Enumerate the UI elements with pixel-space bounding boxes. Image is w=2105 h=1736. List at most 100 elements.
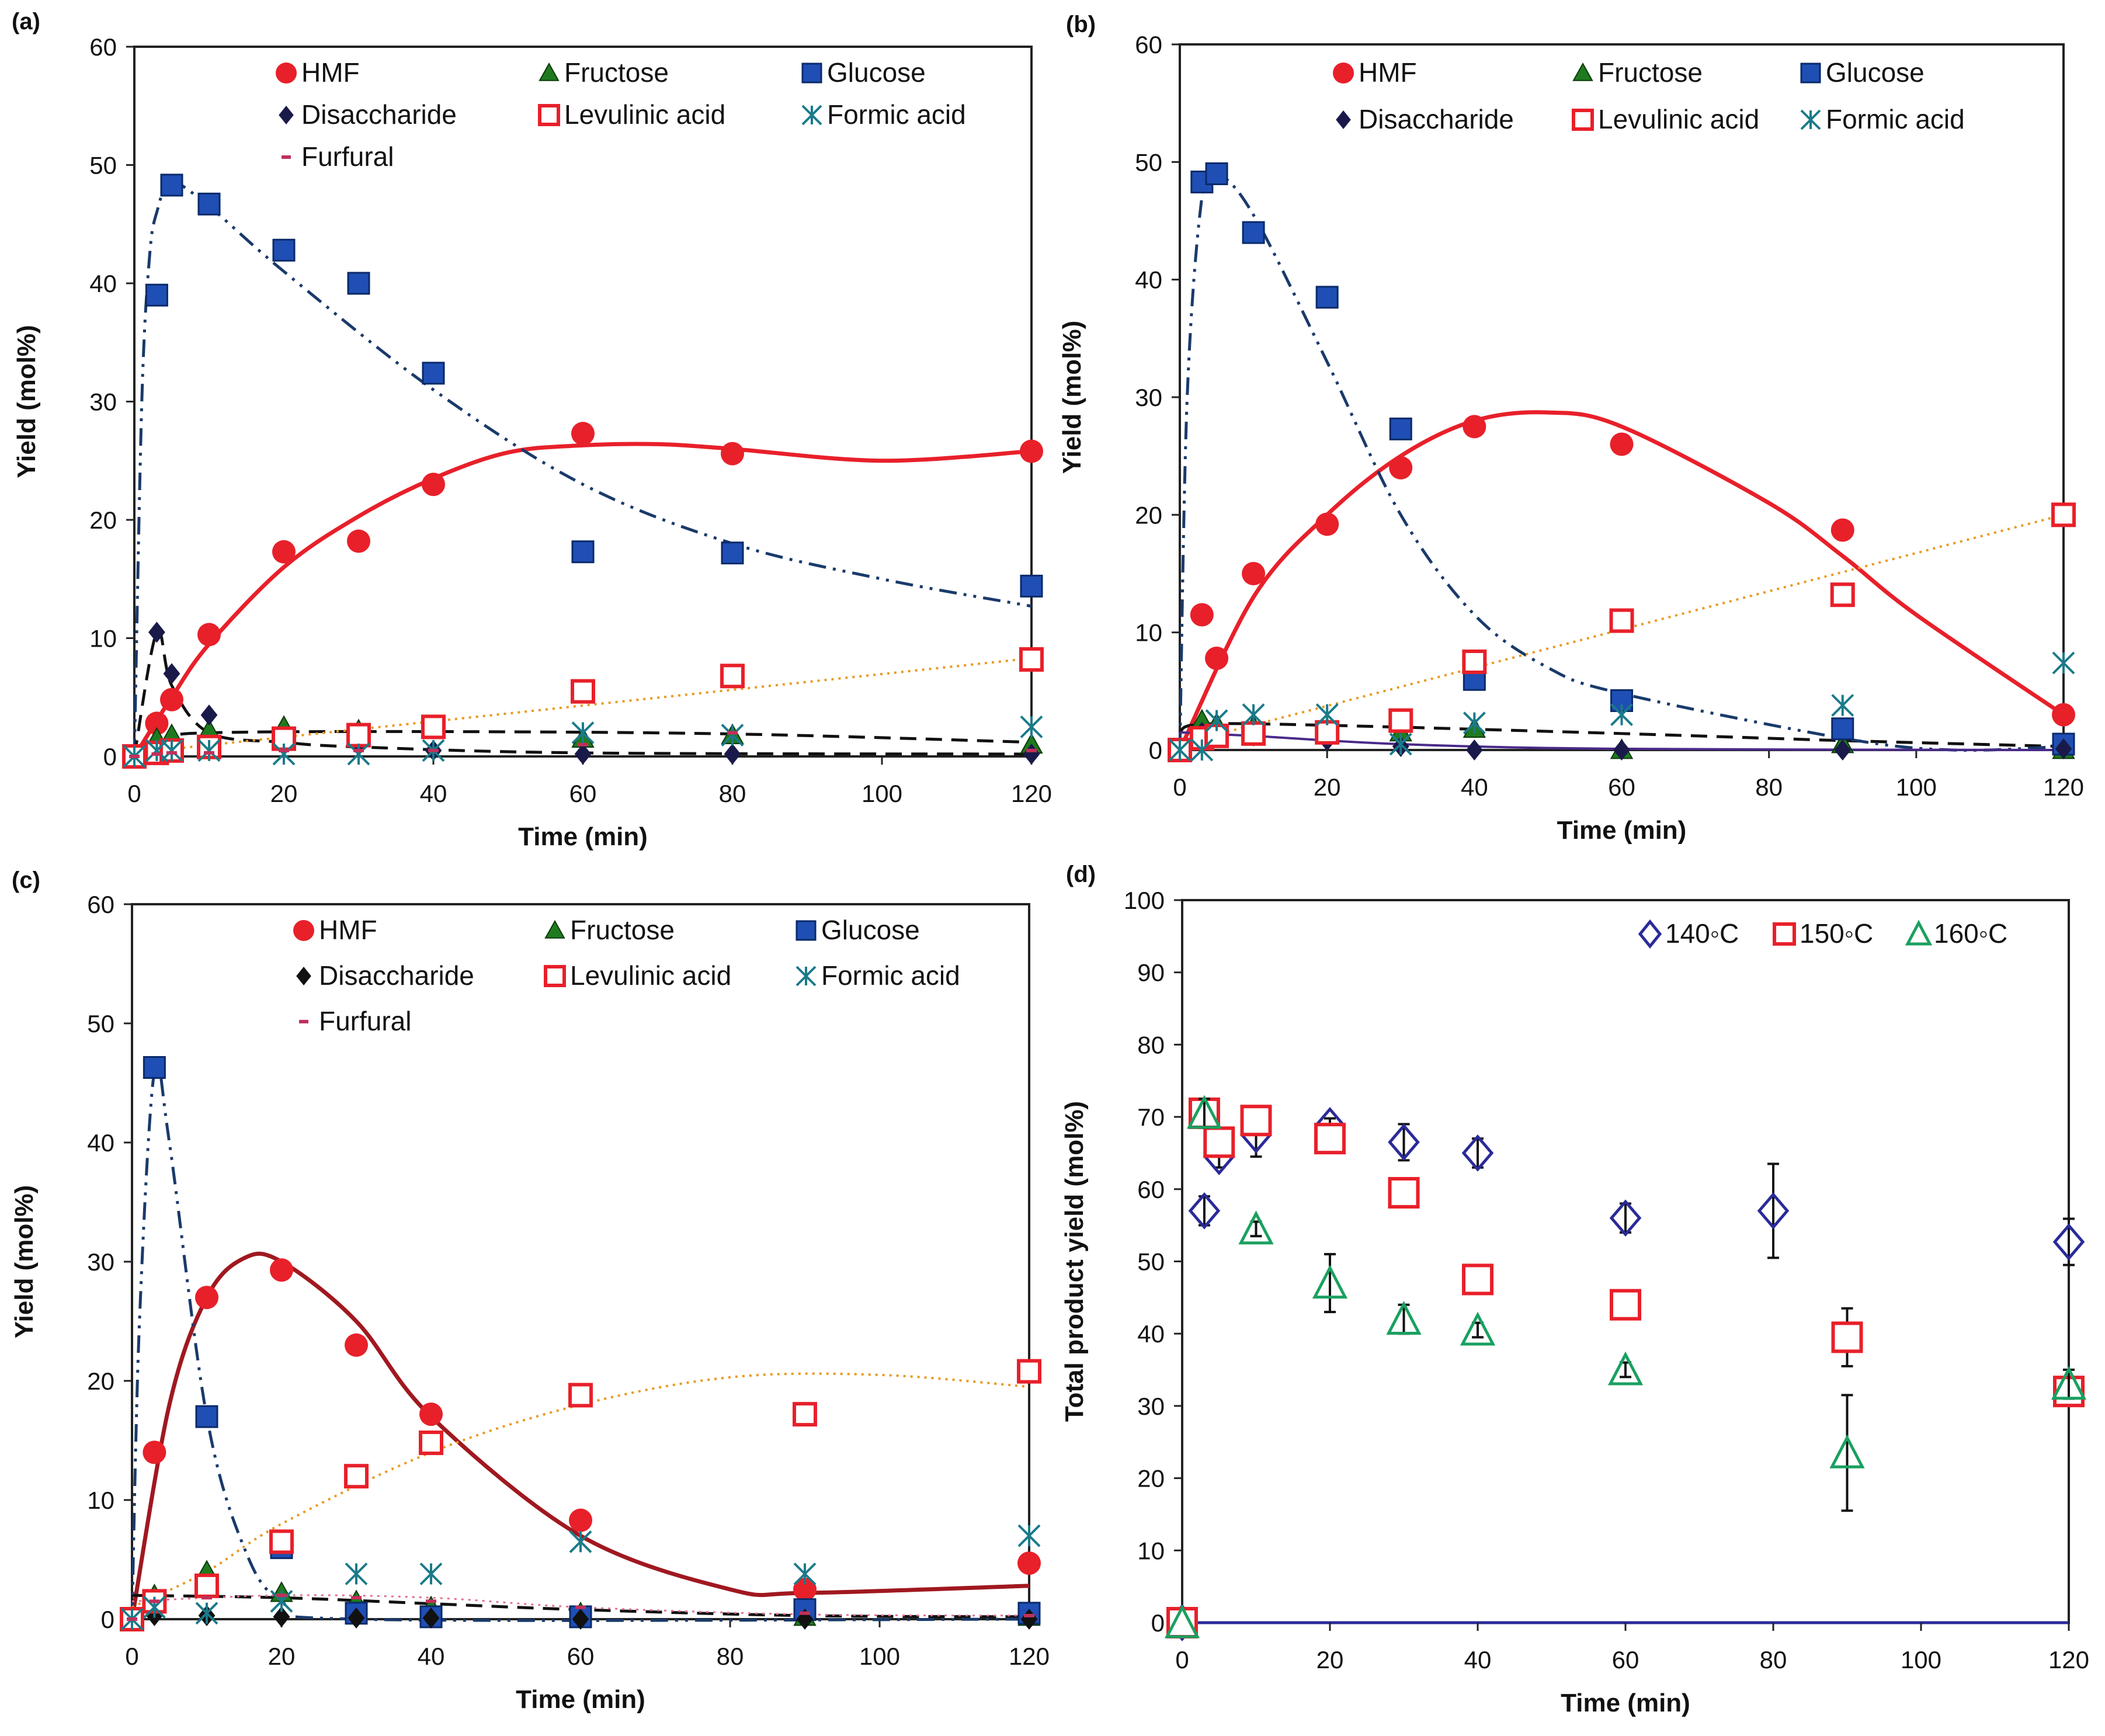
- panel-c: (c) 0 20 40 60 80 100 120 0 10 20 30 40 50 60 Time (min…: [10, 867, 1050, 1714]
- legend-label: Furfural: [319, 1006, 411, 1036]
- x-tick-label: 100: [1901, 1646, 1941, 1673]
- fit-line-hmf: [130, 1251, 1030, 1620]
- y-tick-label: 30: [87, 1248, 114, 1276]
- open-square-marker: [1830, 582, 1855, 607]
- legend-item: Disaccharide: [296, 960, 474, 991]
- open-square-marker: [793, 1402, 817, 1427]
- y-tick-label: 40: [1135, 266, 1162, 294]
- circle-marker: [1205, 646, 1229, 670]
- y-tick-label: 30: [89, 388, 117, 416]
- open-square-marker: [1572, 109, 1594, 131]
- circle-marker: [1020, 439, 1043, 463]
- open-square-marker: [1831, 1321, 1863, 1353]
- legend-label: Formic acid: [1826, 104, 1965, 134]
- open-square-marker: [1388, 1176, 1420, 1209]
- legend-label: Glucose: [827, 57, 926, 88]
- legend-label: Levulinic acid: [564, 99, 725, 130]
- legend-item: Disaccharide: [279, 99, 457, 130]
- x-tick-label: 80: [717, 1643, 744, 1670]
- legend-item: HMF: [1333, 57, 1417, 88]
- y-tick-label: 10: [1135, 619, 1162, 647]
- asterisk-marker: [1831, 694, 1854, 717]
- legend-item: HMF: [276, 57, 360, 88]
- open-square-marker: [571, 679, 595, 704]
- series-furfural: [127, 1593, 1034, 1621]
- circle-marker: [1610, 432, 1634, 456]
- asterisk-marker: [197, 739, 221, 762]
- open-square-marker: [1203, 1126, 1235, 1158]
- open-square-marker: [1388, 708, 1413, 733]
- y-tick-label: 60: [1135, 31, 1162, 58]
- x-tick-label: 120: [1009, 1643, 1050, 1670]
- x-tick-label: 0: [125, 1643, 138, 1670]
- diamond-marker: [273, 1606, 290, 1627]
- asterisk-marker: [1610, 703, 1633, 727]
- legend-item: Levulinic acid: [1572, 104, 1759, 134]
- circle-marker: [1389, 456, 1413, 480]
- x-tick-label: 120: [1011, 780, 1052, 807]
- x-tick-label: 0: [1173, 773, 1186, 801]
- panel-label: (a): [12, 9, 40, 34]
- circle-marker: [419, 1402, 443, 1426]
- square-marker: [796, 920, 817, 941]
- asterisk-marker: [2052, 651, 2075, 675]
- asterisk-marker: [345, 1563, 368, 1585]
- circle-marker: [270, 1258, 293, 1282]
- x-axis-title: Time (min): [516, 1685, 645, 1714]
- asterisk-marker: [793, 1563, 817, 1585]
- square-marker: [195, 1405, 218, 1428]
- circle-marker: [2052, 703, 2075, 727]
- circle-marker: [1333, 63, 1354, 84]
- error-bar: [1767, 1162, 1779, 1259]
- y-tick-label: 40: [1137, 1320, 1165, 1348]
- legend-label: HMF: [319, 915, 377, 945]
- legend-item: Furfural: [299, 1006, 411, 1036]
- diamond-marker: [1465, 739, 1483, 761]
- triangle-marker: [539, 62, 560, 81]
- open-square-marker: [1241, 721, 1266, 746]
- x-tick-label: 60: [1612, 1646, 1639, 1673]
- series-160-c: [1164, 1095, 2087, 1638]
- fit-line-levulinic-acid: [134, 657, 1032, 754]
- open-square-marker: [1462, 650, 1487, 674]
- series-hmf: [1168, 415, 2075, 762]
- x-tick-label: 100: [862, 780, 902, 807]
- x-axis-title: Time (min): [1557, 816, 1687, 845]
- diamond-marker: [1613, 739, 1630, 761]
- y-tick-label: 100: [1124, 887, 1165, 914]
- asterisk-marker: [569, 1530, 592, 1553]
- open-square-marker: [346, 723, 371, 748]
- y-tick-label: 50: [87, 1010, 114, 1037]
- legend-label: Formic acid: [821, 960, 960, 991]
- series-levulinic-acid: [1168, 502, 2076, 762]
- legend-label: Levulinic acid: [570, 960, 731, 991]
- series-hmf: [120, 1258, 1041, 1631]
- error-bar: [1324, 1253, 1336, 1314]
- diamond-marker: [2055, 738, 2072, 759]
- legend-item: 150◦C: [1773, 918, 1873, 949]
- circle-marker: [1830, 518, 1854, 542]
- asterisk-marker: [160, 739, 183, 762]
- open-square-marker: [194, 1573, 219, 1598]
- open-square-marker: [1240, 1105, 1272, 1137]
- panel-d: (d) 0 20 40 60 80 100 120 0 10 20 30 40 50 60 70 80 90 100…: [1060, 862, 2089, 1717]
- circle-marker: [1017, 1551, 1041, 1575]
- x-tick-label: 20: [268, 1643, 296, 1670]
- panel-label: (d): [1066, 862, 1096, 887]
- open-square-marker: [1609, 608, 1634, 633]
- error-bar: [1841, 1394, 1853, 1512]
- circle-marker: [1315, 512, 1339, 536]
- y-tick-label: 20: [1137, 1465, 1165, 1492]
- legend-label: Glucose: [821, 915, 920, 945]
- legend-label: 150◦C: [1800, 918, 1873, 949]
- x-tick-label: 80: [1755, 773, 1783, 801]
- x-tick-label: 40: [420, 780, 447, 807]
- diamond-marker: [572, 1609, 589, 1630]
- square-marker: [1020, 574, 1043, 598]
- square-marker: [1389, 417, 1412, 440]
- legend-label: Fructose: [570, 915, 675, 945]
- open-square-marker: [538, 104, 560, 126]
- open-triangle-marker: [1460, 1311, 1496, 1346]
- asterisk-marker: [1463, 711, 1486, 735]
